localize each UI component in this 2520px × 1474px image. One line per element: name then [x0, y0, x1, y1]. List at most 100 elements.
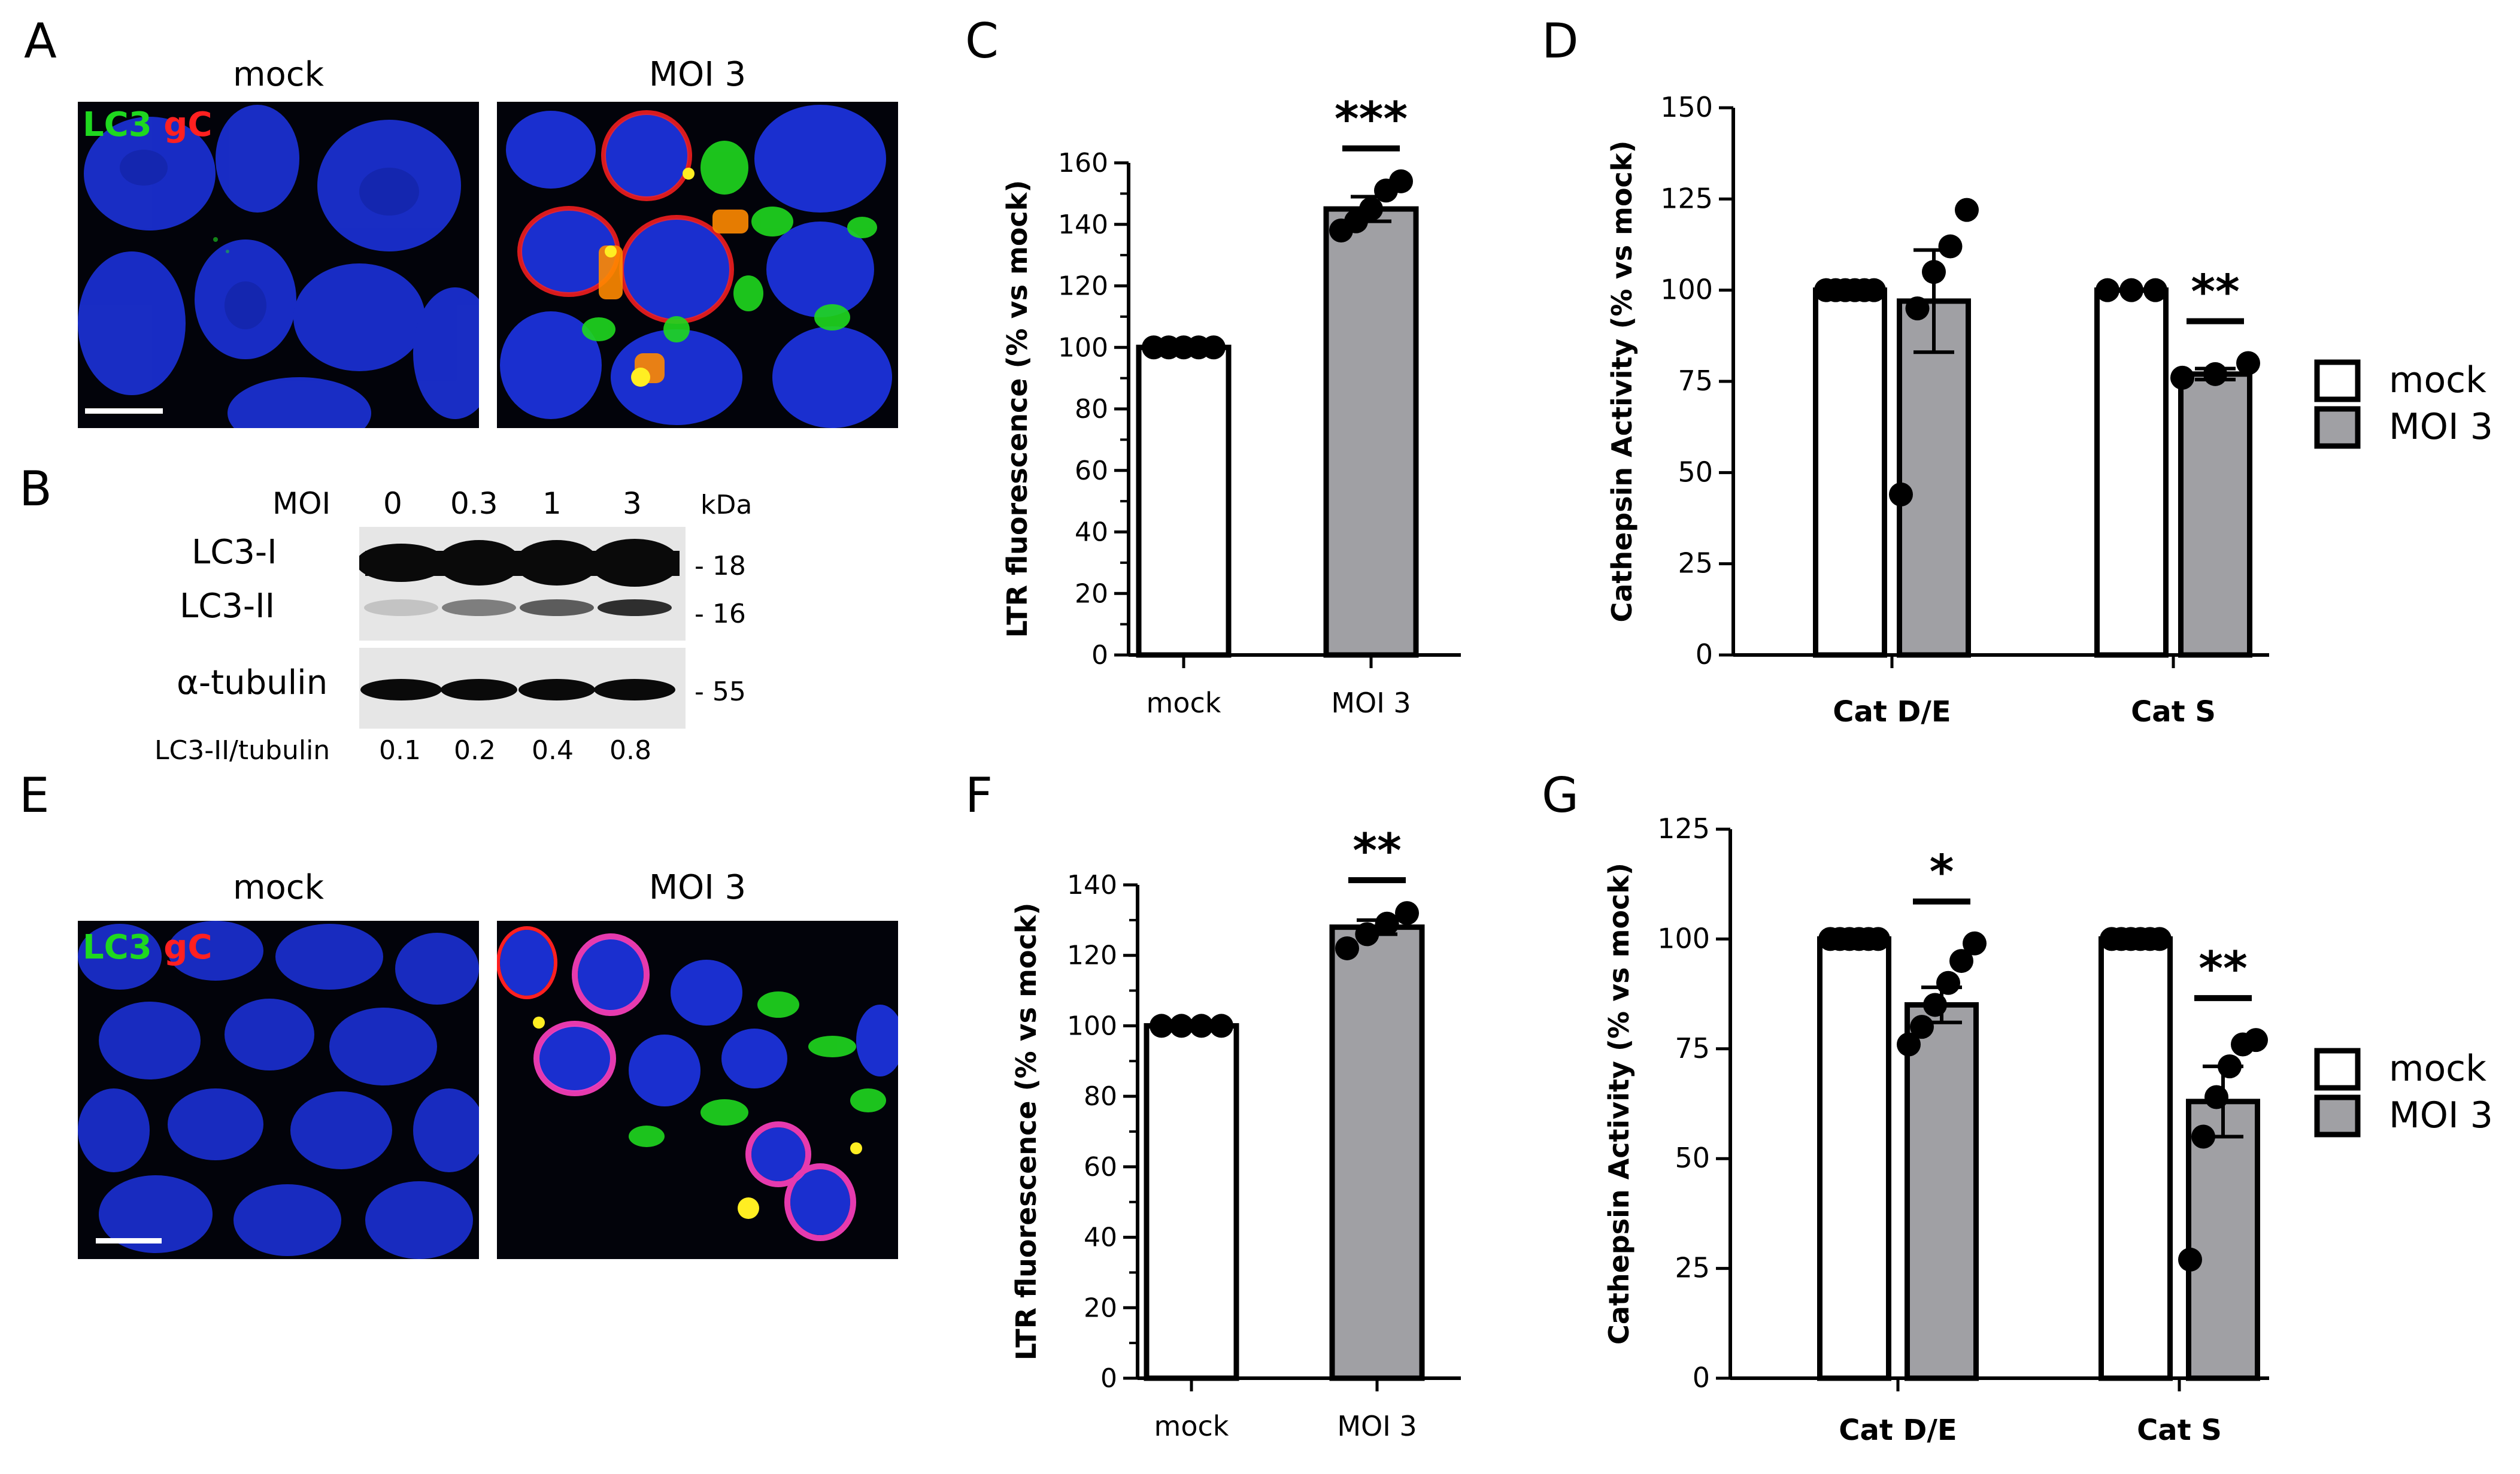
tubulin-label: α-tubulin	[177, 663, 328, 702]
y-tick-label: 50	[1678, 456, 1713, 488]
y-tick-label: 0	[1100, 1363, 1117, 1394]
lc3-channel-label: LC3	[83, 928, 152, 967]
lc3-blot	[356, 527, 686, 641]
x-category-label: MOI 3	[1331, 687, 1411, 719]
data-point	[1963, 931, 1987, 956]
gc-channel-label: gC	[163, 105, 213, 144]
y-tick-label: 60	[1084, 1152, 1117, 1182]
legend-swatch-moi3	[2314, 406, 2361, 449]
lc3-ii-band	[442, 599, 516, 616]
data-point	[1897, 1032, 1921, 1057]
lc3-blot-image	[356, 527, 686, 641]
data-point	[2148, 927, 2172, 951]
y-tick-label: 160	[1058, 148, 1108, 178]
y-tick-label: 100	[1067, 1011, 1117, 1041]
bar	[1144, 1023, 1239, 1381]
y-tick-label: 125	[1660, 182, 1713, 214]
x-category-label: Cat S	[2137, 1414, 2222, 1447]
data-point	[1150, 1014, 1173, 1038]
ratio-label: LC3-II/tubulin	[154, 735, 330, 766]
moi-lane-3-label: 1	[542, 486, 562, 521]
data-point	[2119, 278, 2143, 302]
data-point	[1335, 936, 1359, 960]
y-tick-label: 75	[1675, 1032, 1710, 1064]
mock-micrograph-image	[78, 921, 479, 1259]
data-point	[1375, 911, 1399, 936]
y-tick-label: 140	[1058, 210, 1108, 240]
panel-label-e: E	[19, 768, 50, 823]
data-point	[2244, 1028, 2268, 1053]
ratio-lane-2: 0.2	[454, 735, 496, 766]
lc3-channel-label: LC3	[83, 105, 152, 144]
panel-label-f: F	[965, 768, 993, 823]
y-axis-label: Cathepsin Activity (% vs mock)	[1603, 863, 1635, 1345]
panel-a-title-moi3: MOI 3	[648, 55, 747, 94]
panel-label-c: C	[965, 13, 999, 69]
data-point	[1862, 278, 1886, 302]
bar	[1897, 298, 1971, 658]
marker-16: - 16	[695, 599, 746, 629]
x-category-label: mock	[1147, 687, 1221, 719]
lc3-i-label: LC3-I	[192, 533, 277, 572]
ratio-lane-3: 0.4	[532, 735, 574, 766]
bar	[1136, 344, 1232, 658]
significance-label: ***	[1335, 93, 1408, 147]
gc-channel-label: gC	[163, 928, 213, 967]
bar	[2178, 371, 2252, 658]
moi3-micrograph-image	[497, 921, 898, 1259]
lc3-ii-label: LC3-II	[180, 587, 275, 626]
marker-55: - 55	[695, 677, 746, 707]
y-tick-label: 100	[1657, 922, 1710, 954]
data-point	[1389, 169, 1413, 193]
y-axis-label: Cathepsin Activity (% vs mock)	[1606, 141, 1638, 623]
lc3-ii-band	[598, 599, 672, 616]
scale-bar	[85, 408, 163, 414]
y-tick-label: 140	[1067, 870, 1117, 900]
data-point	[2178, 1247, 2202, 1272]
panel-e-title-moi3: MOI 3	[648, 868, 747, 907]
channel-label-group: LC3 gC	[83, 928, 212, 967]
lc3-ii-band	[364, 599, 438, 616]
data-point	[2096, 278, 2119, 302]
y-tick-label: 20	[1075, 578, 1108, 609]
tubulin-blot-image	[359, 648, 686, 729]
moi-lane-2-label: 0.3	[450, 486, 498, 521]
data-point	[1395, 901, 1419, 926]
x-category-label: Cat D/E	[1839, 1414, 1957, 1447]
bar	[2099, 936, 2173, 1381]
data-point	[2236, 351, 2260, 375]
y-tick-label: 0	[1696, 638, 1713, 671]
legend-label-moi3: MOI 3	[2389, 406, 2493, 448]
legend-label-mock: mock	[2389, 1048, 2486, 1090]
bar	[1817, 936, 1891, 1381]
bar	[1905, 1002, 1979, 1381]
panel-label-b: B	[19, 461, 52, 517]
bar	[1813, 287, 1887, 658]
panel-label-g: G	[1542, 768, 1579, 823]
data-point	[1955, 198, 1979, 222]
y-tick-label: 40	[1084, 1223, 1117, 1253]
y-tick-label: 60	[1075, 456, 1108, 486]
data-point	[1910, 1015, 1934, 1039]
legend-swatch-moi3	[2314, 1094, 2361, 1138]
bar	[1329, 924, 1425, 1381]
y-tick-label: 120	[1058, 271, 1108, 302]
moi-lane-1-label: 0	[383, 486, 402, 521]
y-tick-label: 25	[1678, 547, 1713, 580]
y-tick-label: 0	[1693, 1361, 1710, 1394]
mock-micrograph-image	[78, 102, 479, 428]
x-category-label: Cat D/E	[1833, 695, 1951, 729]
tubulin-blot	[359, 648, 686, 729]
y-tick-label: 100	[1660, 274, 1713, 306]
data-point	[1949, 949, 1973, 973]
panel-a-mock-micrograph: LC3 gC	[78, 102, 479, 428]
legend-swatch-mock	[2314, 359, 2361, 402]
y-tick-label: 40	[1075, 517, 1108, 548]
data-point	[1938, 234, 1963, 259]
panel-label-a: A	[24, 13, 57, 69]
channel-label-group: LC3 gC	[83, 105, 212, 144]
panel-label-d: D	[1542, 13, 1579, 69]
bar	[1323, 206, 1419, 658]
y-tick-label: 75	[1678, 365, 1713, 397]
